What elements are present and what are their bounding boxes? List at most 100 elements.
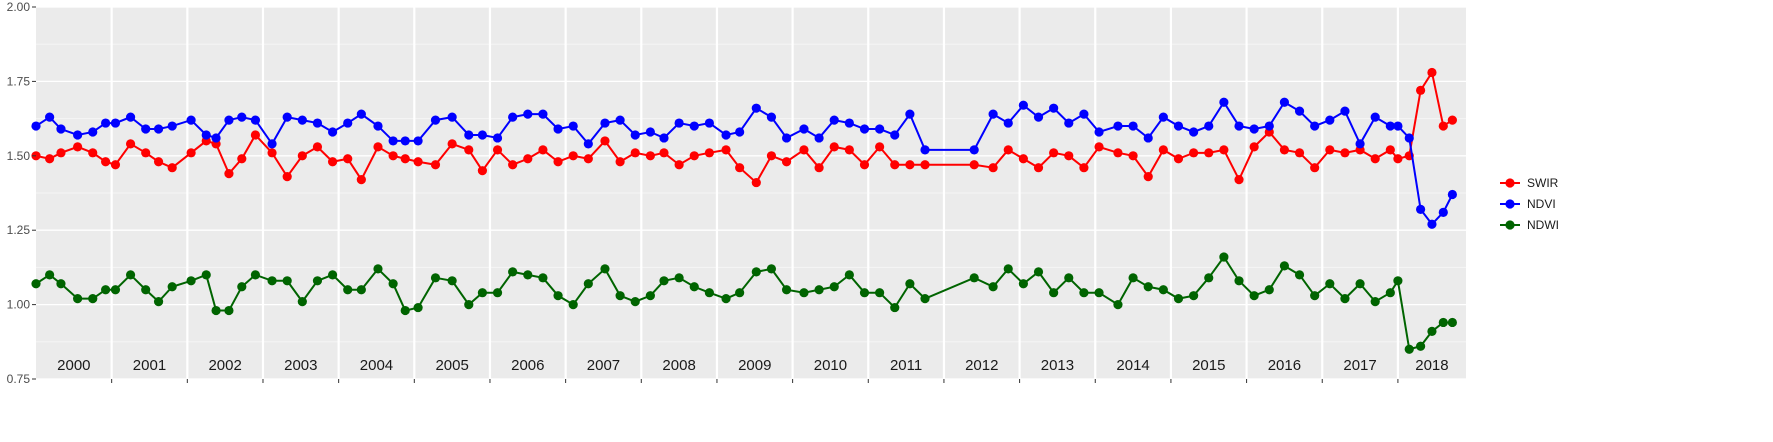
swir-point: [875, 142, 885, 152]
swir-point: [799, 145, 809, 155]
ndwi-point: [73, 294, 83, 304]
ndwi-point: [1049, 288, 1059, 298]
swir-point: [45, 154, 55, 164]
ndvi-point: [766, 112, 777, 122]
legend-key-point: [1505, 220, 1515, 230]
ndvi-point: [568, 121, 578, 131]
y-axis: 0.75 1.00 1.25 1.50 1.75 2.00: [7, 0, 1399, 386]
swir-point: [1234, 175, 1244, 185]
swir-point: [224, 169, 234, 179]
ndvi-point: [905, 109, 915, 119]
swir-point: [814, 163, 824, 173]
swir-point: [523, 154, 533, 164]
ndwi-point: [31, 279, 41, 289]
ndwi-point: [859, 288, 870, 298]
swir-point: [141, 148, 151, 158]
ndwi-point: [875, 288, 885, 298]
swir-point: [388, 151, 398, 161]
ndwi-point: [814, 285, 824, 295]
ndvi-point: [920, 145, 930, 155]
series-ndvi: [31, 97, 1457, 229]
ndwi-point: [356, 285, 366, 295]
swir-point: [186, 148, 196, 158]
ndwi-point: [890, 302, 900, 313]
legend-item-ndwi: NDWI: [1500, 218, 1559, 232]
ndvi-point: [1325, 115, 1335, 125]
ndwi-point: [250, 270, 261, 280]
year-label: 2003: [284, 357, 317, 374]
swir-point: [600, 136, 610, 146]
swir-point: [356, 175, 366, 185]
ndwi-point: [689, 282, 699, 292]
ndvi-point: [689, 121, 699, 131]
ndvi-point: [400, 136, 410, 146]
ndwi-point: [781, 285, 792, 295]
swir-point: [1128, 151, 1138, 161]
ndvi-point: [988, 109, 998, 119]
ndvi-point: [781, 133, 792, 143]
year-label: 2001: [133, 357, 166, 374]
swir-point: [508, 160, 518, 170]
ndwi-point: [297, 297, 307, 307]
series-ndwi: [31, 252, 1457, 354]
swir-point: [125, 139, 136, 149]
ndwi-point: [224, 305, 234, 316]
ndwi-point: [1294, 270, 1305, 280]
ndwi-point: [153, 297, 164, 307]
ndvi-point: [1094, 127, 1104, 137]
ndvi-point: [1079, 109, 1089, 119]
swir-point: [1340, 148, 1350, 158]
ndwi-point: [1340, 294, 1350, 304]
ndwi-point: [766, 264, 777, 274]
ndwi-point: [735, 288, 745, 298]
swir-point: [297, 151, 307, 161]
ndvi-point: [153, 124, 164, 134]
ndvi-point: [799, 124, 809, 134]
swir-point: [1310, 163, 1320, 173]
ndvi-point: [125, 112, 136, 122]
ndvi-point: [553, 124, 563, 134]
ndwi-point: [704, 288, 714, 298]
ndwi-point: [1018, 279, 1028, 289]
ndvi-point: [630, 130, 640, 140]
ndwi-point: [110, 285, 121, 295]
ndvi-point: [356, 109, 366, 119]
ndvi-point: [1158, 112, 1168, 122]
ndwi-point: [211, 305, 221, 316]
ndvi-point: [388, 136, 398, 146]
year-panel-labels: 2000 2001 2002 2003 2004 2005 2006 2007 2008 2009…: [57, 357, 1448, 374]
legend-key-point: [1505, 178, 1515, 188]
swir-point: [829, 142, 839, 152]
ndvi-point: [1189, 127, 1199, 137]
ndvi-point: [1370, 112, 1380, 122]
ndwi-point: [237, 282, 247, 292]
swir-point: [237, 154, 247, 164]
ndvi-point: [1264, 121, 1274, 131]
ndwi-point: [1003, 264, 1013, 274]
swir-point: [1385, 145, 1395, 155]
ndvi-point: [237, 112, 247, 122]
swir-point: [1018, 154, 1028, 164]
year-label: 2013: [1041, 357, 1074, 374]
ndvi-point: [538, 109, 548, 119]
ndvi-point: [751, 103, 761, 113]
ndwi-point: [1234, 276, 1244, 286]
swir-point: [674, 160, 684, 170]
ndwi-point: [1079, 288, 1089, 298]
ndvi-point: [859, 124, 870, 134]
swir-point: [1325, 145, 1335, 155]
swir-point: [781, 157, 792, 167]
ndvi-point: [1279, 97, 1290, 107]
ndvi-point: [1310, 121, 1320, 131]
ndvi-point: [224, 115, 234, 125]
ndvi-point: [201, 130, 211, 140]
year-label: 2011: [890, 357, 922, 374]
ndvi-point: [1219, 97, 1229, 107]
swir-point: [905, 160, 915, 170]
legend: SWIR NDVI NDWI: [1500, 176, 1559, 232]
legend-label-swir: SWIR: [1527, 176, 1559, 190]
ndwi-point: [1370, 297, 1380, 307]
swir-point: [447, 139, 457, 149]
ndwi-point: [1427, 326, 1437, 336]
